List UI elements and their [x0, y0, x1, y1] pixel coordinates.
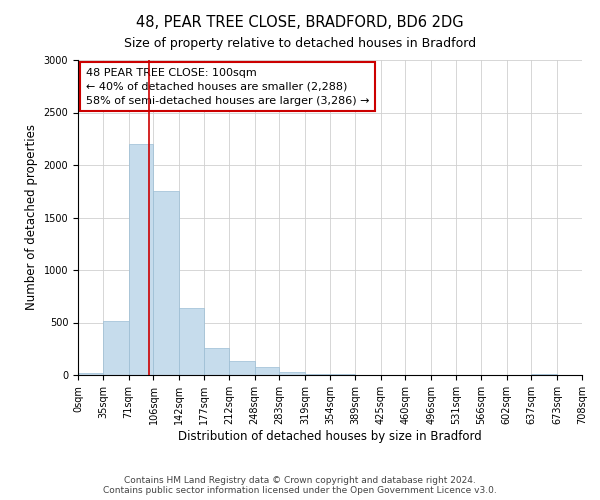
Text: 48, PEAR TREE CLOSE, BRADFORD, BD6 2DG: 48, PEAR TREE CLOSE, BRADFORD, BD6 2DG: [136, 15, 464, 30]
Y-axis label: Number of detached properties: Number of detached properties: [25, 124, 38, 310]
Bar: [280, 372, 305, 375]
X-axis label: Distribution of detached houses by size in Bradford: Distribution of detached houses by size …: [178, 430, 482, 442]
Bar: [128, 144, 154, 375]
Bar: [229, 362, 254, 375]
Bar: [154, 191, 179, 375]
Bar: [204, 348, 229, 375]
Bar: [179, 308, 204, 375]
Text: Contains HM Land Registry data © Crown copyright and database right 2024.
Contai: Contains HM Land Registry data © Crown c…: [103, 476, 497, 495]
Bar: [330, 374, 355, 375]
Bar: [532, 374, 557, 375]
Text: 48 PEAR TREE CLOSE: 100sqm
← 40% of detached houses are smaller (2,288)
58% of s: 48 PEAR TREE CLOSE: 100sqm ← 40% of deta…: [86, 68, 369, 106]
Bar: [78, 373, 103, 375]
Bar: [103, 322, 128, 375]
Bar: [254, 367, 280, 375]
Text: Size of property relative to detached houses in Bradford: Size of property relative to detached ho…: [124, 38, 476, 51]
Bar: [305, 374, 330, 375]
